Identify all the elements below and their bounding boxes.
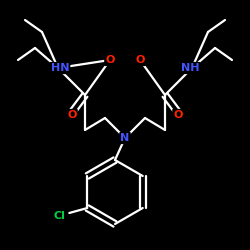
- Text: O: O: [173, 110, 183, 120]
- Text: N: N: [120, 133, 130, 143]
- Text: HN: HN: [51, 63, 69, 73]
- Text: O: O: [67, 110, 77, 120]
- Text: O: O: [105, 55, 115, 65]
- Text: O: O: [135, 55, 145, 65]
- Text: NH: NH: [181, 63, 199, 73]
- Text: Cl: Cl: [53, 211, 65, 221]
